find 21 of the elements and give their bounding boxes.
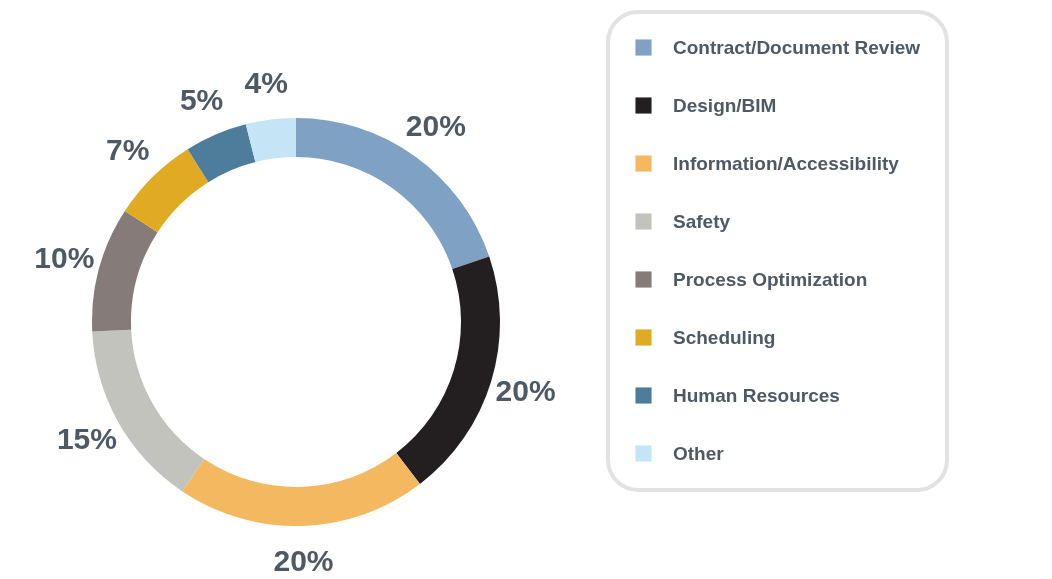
legend-label: Safety (673, 210, 731, 232)
donut-slice (92, 210, 158, 332)
legend-label: Process Optimization (673, 268, 868, 290)
donut-slice (187, 124, 256, 183)
data-label: 10% (34, 241, 95, 275)
legend-label: Human Resources (673, 384, 840, 406)
legend-label: Information/Accessibility (673, 152, 900, 174)
data-label: 4% (244, 65, 288, 99)
donut-slice (296, 118, 490, 270)
data-label: 7% (105, 132, 150, 166)
legend-label: Other (673, 442, 725, 464)
donut-slice (182, 453, 420, 526)
legend-label: Contract/Document Review (673, 36, 921, 58)
legend-label: Scheduling (673, 326, 776, 348)
data-label: 20% (273, 543, 334, 577)
data-label: 20% (495, 373, 556, 407)
data-label: 5% (179, 83, 224, 117)
data-label: 15% (56, 421, 117, 455)
data-label: 20% (405, 108, 466, 142)
donut-slice (245, 118, 296, 163)
legend-label: Design/BIM (673, 94, 777, 116)
